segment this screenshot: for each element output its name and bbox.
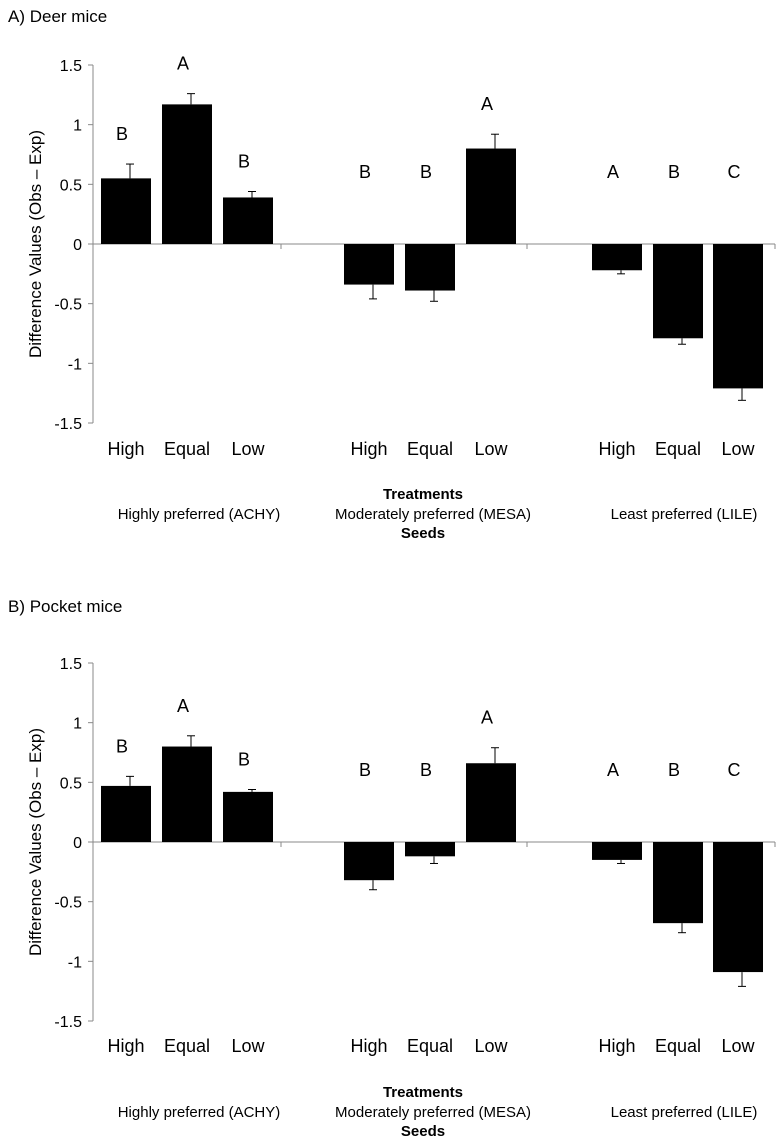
category-label: Low (231, 1036, 265, 1056)
category-label: Equal (407, 439, 453, 459)
bar (162, 104, 212, 244)
category-label: Equal (164, 1036, 210, 1056)
group-axis-label: Seeds (401, 1123, 445, 1140)
category-label: Low (231, 439, 265, 459)
bar (223, 197, 273, 244)
y-axis-label: Difference Values (Obs – Exp) (26, 130, 45, 358)
significance-letter: B (359, 162, 371, 182)
category-label: High (598, 439, 635, 459)
y-tick-label: 0.5 (60, 177, 82, 194)
group-label: Highly preferred (ACHY) (118, 1104, 281, 1121)
significance-letter: A (177, 696, 189, 716)
y-tick-label: 1.5 (60, 656, 82, 673)
significance-letter: B (668, 162, 680, 182)
y-tick-label: -0.5 (54, 895, 82, 912)
bar (162, 746, 212, 842)
group-label: Moderately preferred (MESA) (335, 1104, 531, 1121)
y-tick-label: 1.5 (60, 58, 82, 75)
y-tick-label: 1 (73, 118, 82, 135)
significance-letter: A (177, 54, 189, 74)
bar (101, 178, 151, 244)
category-label: High (598, 1036, 635, 1056)
y-tick-label: -1 (68, 356, 82, 373)
y-tick-label: 0 (73, 835, 82, 852)
y-axis-label: Difference Values (Obs – Exp) (26, 728, 45, 956)
bar (653, 842, 703, 924)
significance-letter: B (359, 760, 371, 780)
group-label: Highly preferred (ACHY) (118, 506, 281, 523)
category-label: Low (721, 439, 755, 459)
category-label: High (350, 1036, 387, 1056)
category-label: Low (474, 1036, 508, 1056)
significance-letter: A (481, 94, 493, 114)
significance-letter: B (116, 736, 128, 756)
bar (592, 244, 642, 271)
bar (405, 244, 455, 291)
significance-letter: B (238, 749, 250, 769)
bar (344, 244, 394, 285)
y-tick-label: -1.5 (54, 416, 82, 433)
y-tick-label: -0.5 (54, 297, 82, 314)
category-label: High (107, 439, 144, 459)
bar (592, 842, 642, 860)
y-tick-label: 0.5 (60, 775, 82, 792)
significance-letter: B (668, 760, 680, 780)
bar (713, 842, 763, 973)
bar (713, 244, 763, 389)
y-tick-label: 1 (73, 716, 82, 733)
category-label: Low (721, 1036, 755, 1056)
significance-letter: C (728, 162, 741, 182)
bar (223, 791, 273, 842)
significance-letter: A (481, 708, 493, 728)
chart-title: B) Pocket mice (8, 597, 122, 616)
bar (466, 148, 516, 244)
significance-letter: B (420, 760, 432, 780)
group-label: Moderately preferred (MESA) (335, 506, 531, 523)
significance-letter: A (607, 162, 619, 182)
group-axis-label: Seeds (401, 525, 445, 542)
x-axis-label: Treatments (383, 1084, 463, 1101)
group-label: Least preferred (LILE) (611, 1104, 758, 1121)
category-label: Low (474, 439, 508, 459)
bar (344, 842, 394, 881)
y-tick-label: -1 (68, 954, 82, 971)
category-label: Equal (407, 1036, 453, 1056)
x-axis-label: Treatments (383, 486, 463, 503)
significance-letter: B (116, 124, 128, 144)
category-label: High (107, 1036, 144, 1056)
chart-pocket-mice: B) Pocket mice 1.5 1 0.5 0 -0.5 -1 -1.5 Differen… (8, 597, 776, 1140)
bar (466, 763, 516, 842)
chart-title: A) Deer mice (8, 7, 107, 26)
category-label: Equal (655, 439, 701, 459)
bar (101, 785, 151, 842)
significance-letter: B (238, 151, 250, 171)
y-tick-label: 0 (73, 237, 82, 254)
significance-letter: C (728, 760, 741, 780)
significance-letter: B (420, 162, 432, 182)
category-label: High (350, 439, 387, 459)
bar (405, 842, 455, 857)
category-label: Equal (164, 439, 210, 459)
group-label: Least preferred (LILE) (611, 506, 758, 523)
chart-deer-mice: A) Deer mice 1.5 1 0.5 0 -0.5 -1 -1.5 Difference… (8, 7, 776, 542)
significance-letter: A (607, 760, 619, 780)
y-tick-label: -1.5 (54, 1014, 82, 1031)
category-label: Equal (655, 1036, 701, 1056)
bar (653, 244, 703, 339)
